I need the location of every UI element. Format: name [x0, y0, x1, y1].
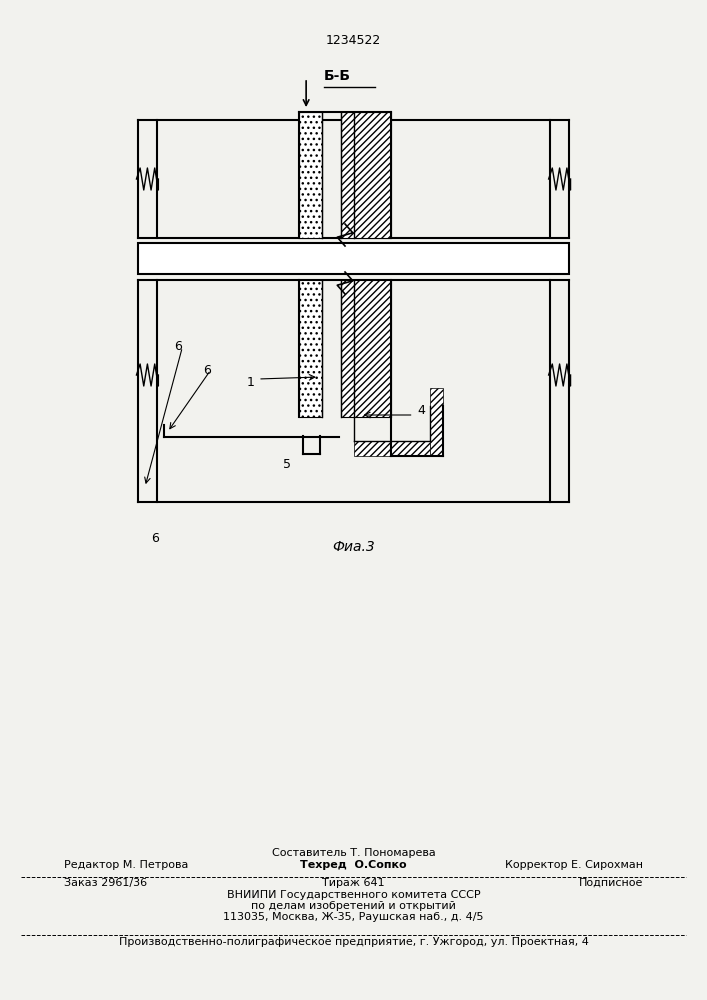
Text: 6: 6: [175, 340, 182, 354]
Text: Производственно-полиграфическое предприятие, г. Ужгород, ул. Проектная, 4: Производственно-полиграфическое предприя…: [119, 937, 588, 947]
Text: 1: 1: [247, 375, 255, 388]
Text: 6: 6: [151, 532, 160, 545]
Text: 1234522: 1234522: [326, 34, 381, 47]
Text: Корректор Е. Сирохман: Корректор Е. Сирохман: [506, 860, 643, 870]
Text: Техред  О.Сопко: Техред О.Сопко: [300, 860, 407, 870]
Bar: [341, 280, 391, 417]
Bar: [138, 243, 569, 274]
Text: Составитель Т. Пономарева: Составитель Т. Пономарева: [271, 848, 436, 858]
Text: 113035, Москва, Ж-35, Раушская наб., д. 4/5: 113035, Москва, Ж-35, Раушская наб., д. …: [223, 912, 484, 922]
Text: 6: 6: [203, 363, 211, 376]
Text: Подписное: Подписное: [579, 878, 643, 888]
Text: 5: 5: [283, 458, 291, 472]
Text: Фиа.3: Фиа.3: [332, 540, 375, 554]
Bar: [299, 112, 322, 238]
Text: Тираж 641: Тираж 641: [322, 878, 385, 888]
Text: 4: 4: [417, 403, 425, 416]
Bar: [299, 280, 322, 417]
Text: по делам изобретений и открытий: по делам изобретений и открытий: [251, 901, 456, 911]
Bar: [430, 388, 443, 456]
Text: Заказ 2961/36: Заказ 2961/36: [64, 878, 147, 888]
Bar: [354, 441, 430, 456]
Bar: [341, 112, 391, 238]
Text: Редактор М. Петрова: Редактор М. Петрова: [64, 860, 188, 870]
Text: ВНИИПИ Государственного комитета СССР: ВНИИПИ Государственного комитета СССР: [227, 890, 480, 900]
Text: Б-Б: Б-Б: [324, 69, 351, 83]
